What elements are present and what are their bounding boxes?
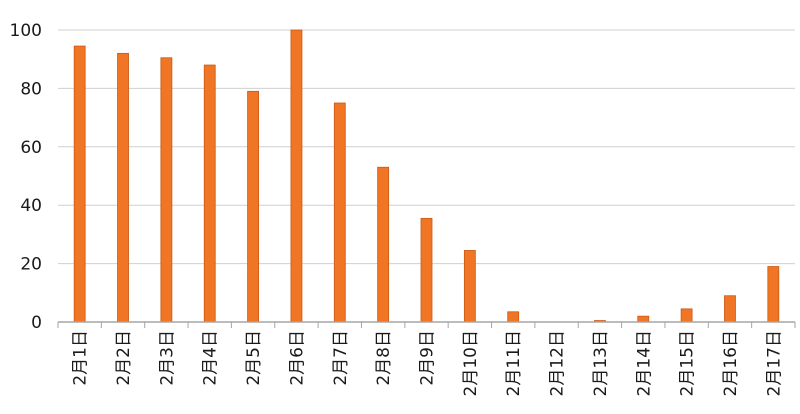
bar xyxy=(160,57,173,323)
x-tick-label: 2月10日 xyxy=(461,330,481,396)
bars xyxy=(73,29,780,323)
bar xyxy=(420,217,433,323)
bar xyxy=(377,166,390,323)
x-tick-label: 2月9日 xyxy=(418,330,438,386)
x-tick-label: 2月6日 xyxy=(287,330,307,386)
x-axis xyxy=(57,321,796,328)
bar xyxy=(290,29,303,323)
bar xyxy=(333,102,346,323)
bar xyxy=(724,295,736,323)
bar xyxy=(463,250,476,323)
bar xyxy=(507,311,520,323)
x-tick-label: 2月13日 xyxy=(591,330,611,396)
x-tick-label: 2月2日 xyxy=(114,330,134,386)
x-tick-label: 2月5日 xyxy=(244,330,264,386)
x-tick-label: 2月8日 xyxy=(374,330,394,386)
x-tick-label: 2月4日 xyxy=(201,330,221,386)
y-axis-ticks: 0 20 40 60 80 100 xyxy=(10,21,42,333)
bar xyxy=(117,52,129,323)
bar xyxy=(73,45,86,323)
bar xyxy=(247,90,259,323)
x-tick-label: 2月7日 xyxy=(331,330,351,386)
bar xyxy=(767,266,780,323)
x-tick-label: 2月15日 xyxy=(678,330,698,396)
bar xyxy=(637,315,650,323)
gridlines xyxy=(58,29,795,265)
x-tick-label: 2月11日 xyxy=(504,330,524,396)
bar xyxy=(680,308,693,323)
y-tick-label: 100 xyxy=(10,21,42,41)
y-tick-label: 20 xyxy=(20,255,42,275)
y-tick-label: 60 xyxy=(20,138,42,158)
x-tick-label: 2月1日 xyxy=(71,330,91,386)
x-tick-label: 2月16日 xyxy=(721,330,741,396)
x-axis-labels: 2月1日 2月2日 2月3日 2月4日 2月5日 2月6日 2月7日 2月8日 2月9日 2月10… xyxy=(71,330,785,396)
x-tick-label: 2月14日 xyxy=(634,330,654,396)
x-tick-label: 2月3日 xyxy=(157,330,177,386)
y-tick-label: 40 xyxy=(20,196,42,216)
y-tick-label: 80 xyxy=(20,79,42,99)
x-tick-label: 2月17日 xyxy=(764,330,784,396)
x-tick-label: 2月12日 xyxy=(548,330,568,396)
bar xyxy=(203,64,216,323)
y-tick-label: 0 xyxy=(31,313,42,333)
